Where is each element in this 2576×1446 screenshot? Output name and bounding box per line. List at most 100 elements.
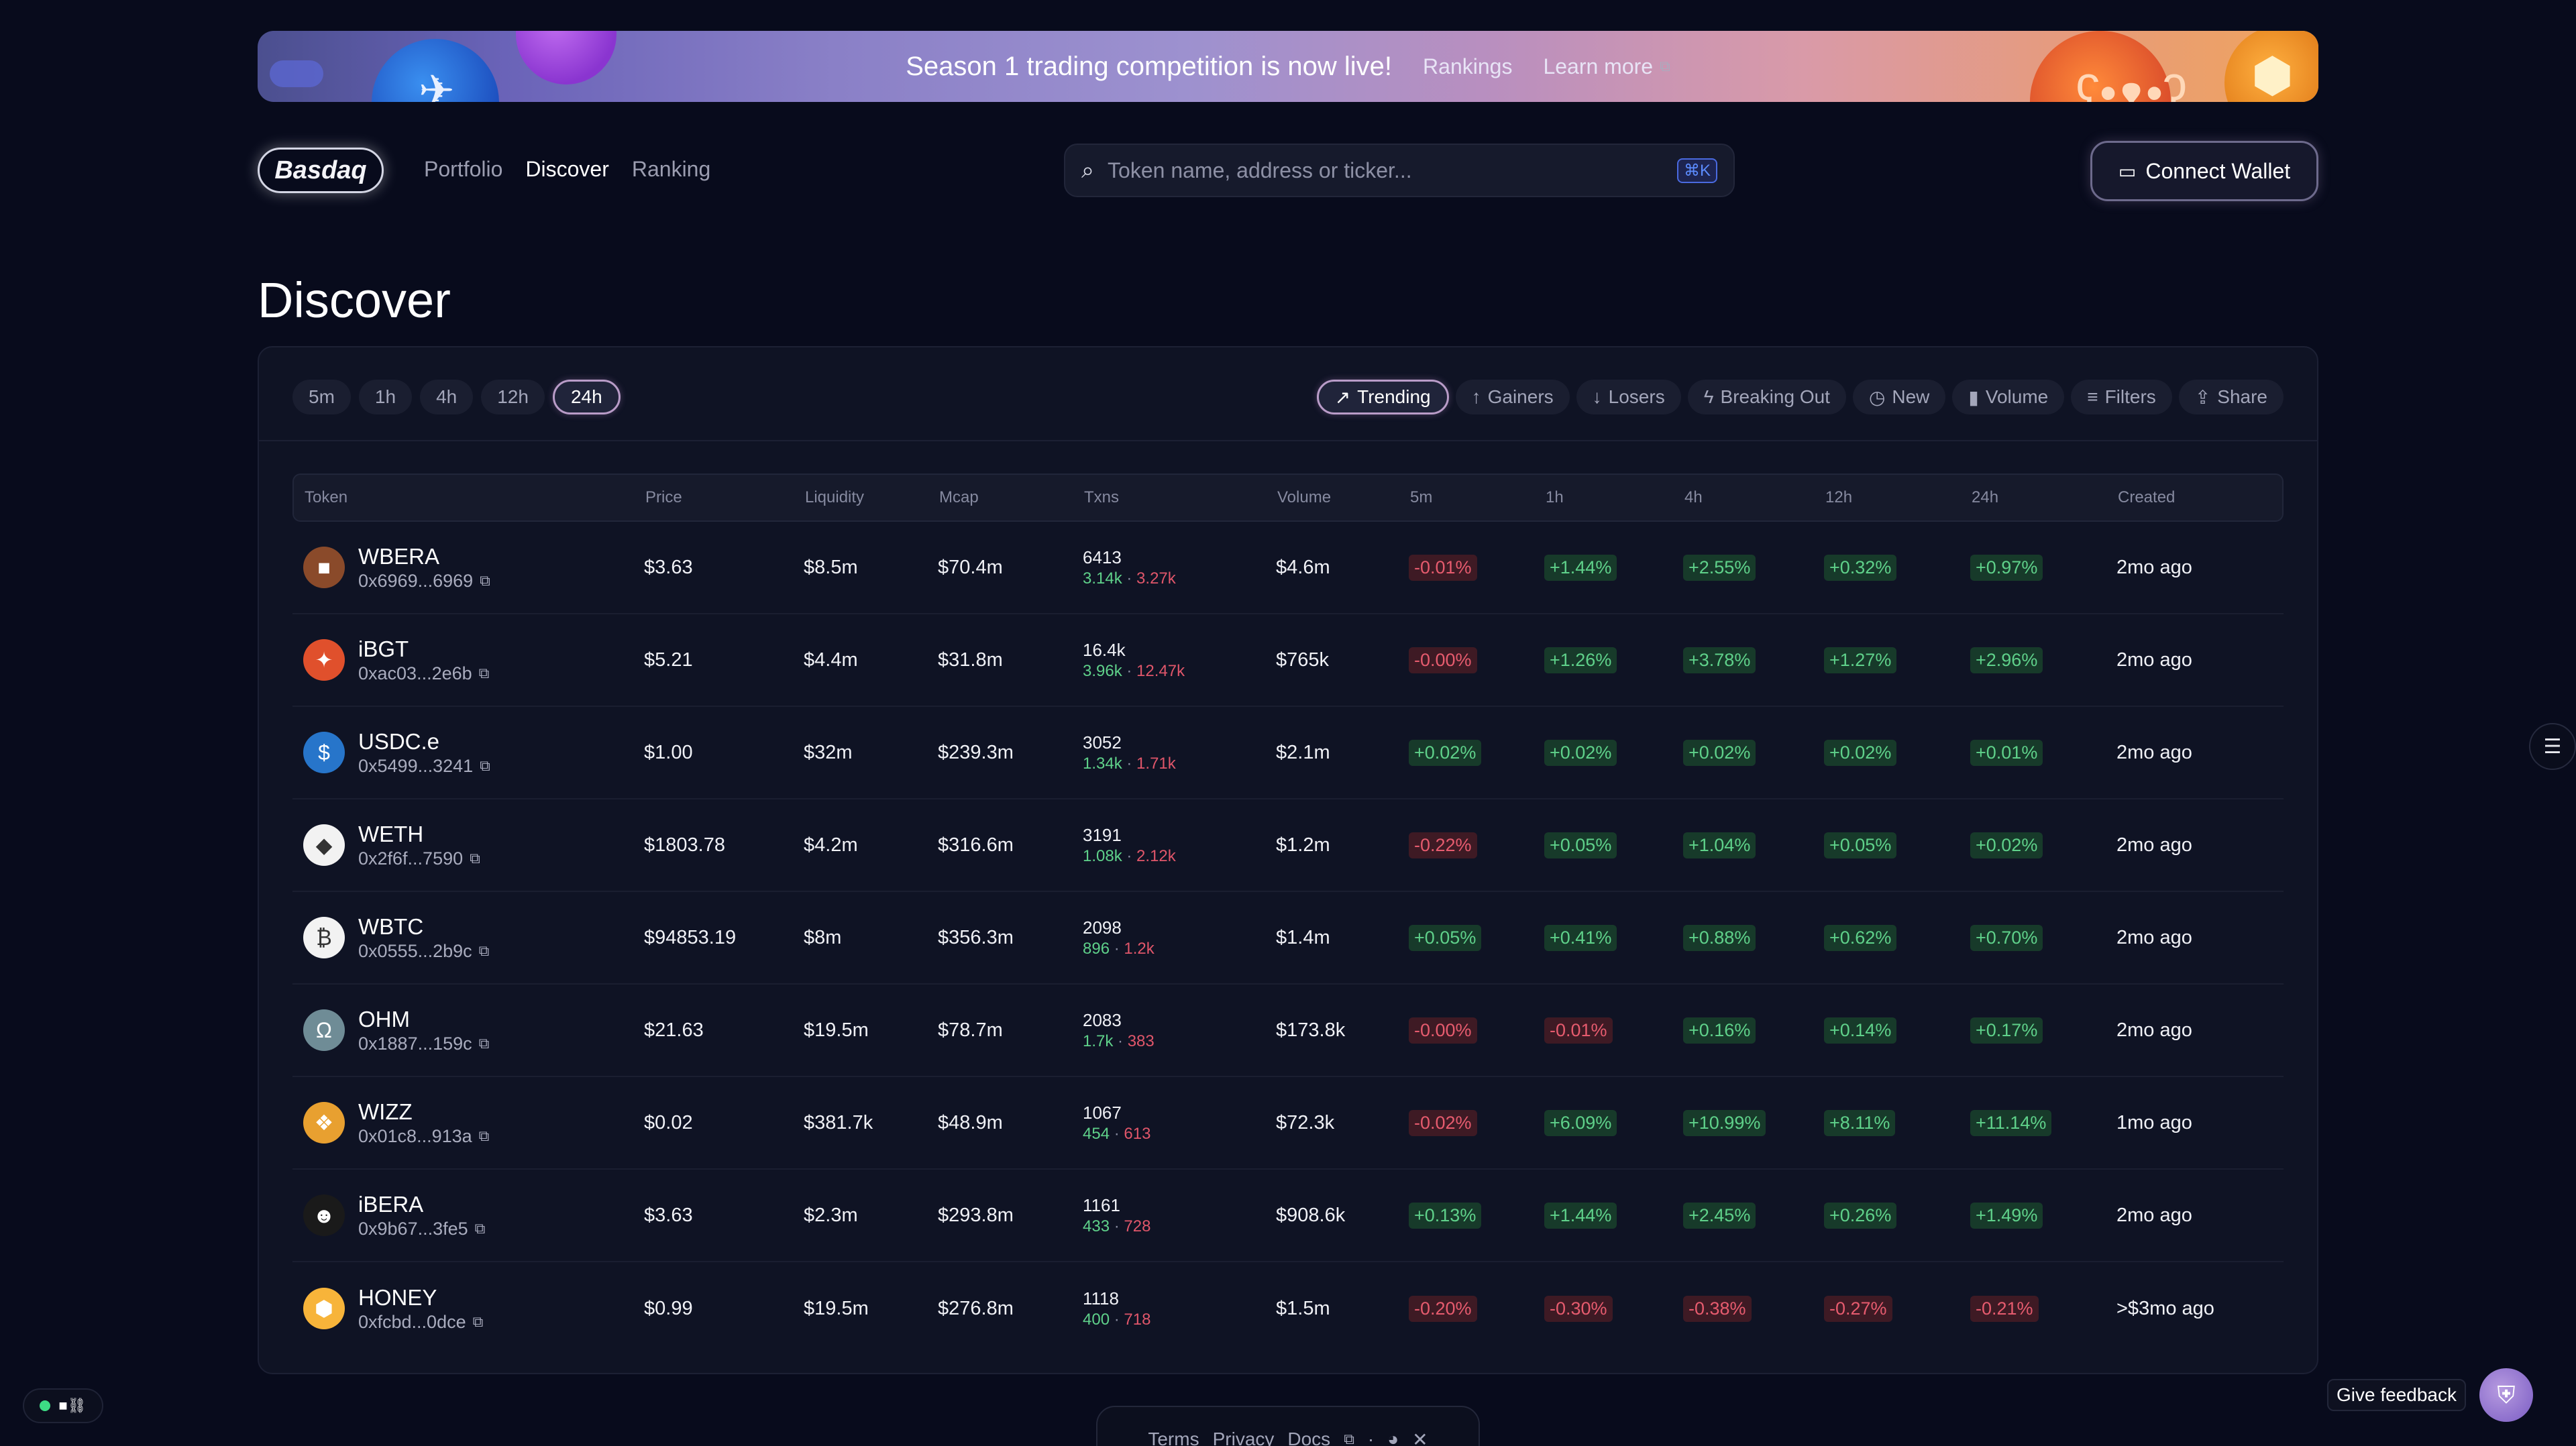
filter-label: Gainers — [1487, 386, 1554, 407]
column-header-5m[interactable]: 5m — [1410, 488, 1433, 506]
txns-cell: 6413 3.14k · 3.27k — [1083, 547, 1276, 588]
filter-new[interactable]: ◷ New — [1852, 380, 1946, 414]
footer-privacy-link[interactable]: Privacy — [1212, 1429, 1275, 1446]
column-header-txns[interactable]: Txns — [1084, 488, 1120, 506]
table-row[interactable]: ⬢ HONEY 0xfcbd...0dce ⧉ $0.99 $19.5m $276.8m 11… — [292, 1262, 2284, 1355]
filter-volume[interactable]: ▮ Volume — [1952, 380, 2065, 414]
change-cell-1h: +0.02% — [1544, 739, 1683, 766]
change-cell-12h: +8.11% — [1824, 1109, 1970, 1136]
created-cell: 2mo ago — [2116, 649, 2192, 671]
column-header-liquidity[interactable]: Liquidity — [805, 488, 865, 506]
token-address-link[interactable]: 0xfcbd...0dce ⧉ — [358, 1312, 483, 1333]
txns-buys: 454 — [1083, 1124, 1110, 1143]
banner-rankings-link[interactable]: Rankings — [1423, 54, 1513, 78]
search-input[interactable] — [1108, 158, 1664, 183]
volume-cell: $765k — [1276, 649, 1330, 671]
token-address-link[interactable]: 0x9b67...3fe5 ⧉ — [358, 1219, 485, 1239]
connect-wallet-button[interactable]: ▭ Connect Wallet — [2090, 141, 2318, 201]
logo[interactable]: Basdaq — [258, 148, 384, 193]
timeframe-1h[interactable]: 1h — [358, 380, 413, 414]
promo-banner[interactable]: ✈ ʕ•ᴥ•ʔ ⬢ Season 1 trading competition i… — [258, 31, 2318, 102]
column-header-volume[interactable]: Volume — [1277, 488, 1332, 506]
side-panel-toggle-icon[interactable]: ☰ — [2529, 723, 2576, 770]
txns-cell: 3052 1.34k · 1.71k — [1083, 732, 1276, 773]
column-header-24h[interactable]: 24h — [1972, 488, 1999, 506]
change-badge: +0.05% — [1824, 832, 1897, 858]
nav-discover[interactable]: Discover — [525, 157, 609, 181]
trending-up-icon: ↗ — [1334, 386, 1351, 408]
filter-label: New — [1892, 386, 1930, 407]
filter-tabs: ↗ Trending ↑ Gainers ↓ Losers ϟ Breaking Out ◷ Ne… — [1316, 380, 2284, 417]
change-cell-5m: -0.22% — [1409, 832, 1544, 858]
txns-buys: 1.08k — [1083, 846, 1122, 865]
token-address-link[interactable]: 0x1887...159c ⧉ — [358, 1034, 489, 1054]
token-address-link[interactable]: 0x6969...6969 ⧉ — [358, 571, 490, 592]
footer-docs-link[interactable]: Docs — [1287, 1429, 1331, 1446]
timeframe-4h[interactable]: 4h — [420, 380, 474, 414]
token-address-link[interactable]: 0x0555...2b9c ⧉ — [358, 941, 489, 962]
filter-share[interactable]: ⇪ Share — [2178, 380, 2284, 414]
column-header-mcap[interactable]: Mcap — [939, 488, 979, 506]
token-address-link[interactable]: 0x2f6f...7590 ⧉ — [358, 848, 480, 869]
token-address: 0x01c8...913a — [358, 1125, 472, 1146]
token-address-link[interactable]: 0x01c8...913a ⧉ — [358, 1126, 489, 1147]
change-cell-1h: -0.30% — [1544, 1295, 1683, 1322]
filter-breaking-out[interactable]: ϟ Breaking Out — [1687, 380, 1846, 414]
txns-total: 3052 — [1083, 732, 1122, 753]
token-info: WIZZ 0x01c8...913a ⧉ — [358, 1099, 489, 1147]
give-feedback-label[interactable]: Give feedback — [2327, 1379, 2466, 1411]
column-header-4h[interactable]: 4h — [1684, 488, 1703, 506]
change-badge: +2.45% — [1683, 1202, 1756, 1229]
ohm-token-icon: Ω — [303, 1009, 345, 1051]
token-cell: $ USDC.e 0x5499...3241 ⧉ — [292, 729, 644, 777]
column-header-price[interactable]: Price — [645, 488, 682, 506]
external-link-icon: ⧉ — [1660, 58, 1670, 74]
table-row[interactable]: $ USDC.e 0x5499...3241 ⧉ $1.00 $32m $239.3m 305… — [292, 707, 2284, 799]
timeframe-12h[interactable]: 12h — [481, 380, 545, 414]
column-header-created[interactable]: Created — [2118, 488, 2176, 506]
txns-separator: · — [1122, 846, 1137, 865]
created-cell: 2mo ago — [2116, 834, 2192, 856]
token-name: USDC.e — [358, 728, 440, 754]
txns-buys: 1.34k — [1083, 754, 1122, 773]
column-header-token[interactable]: Token — [305, 488, 348, 506]
filter-filters[interactable]: ≡ Filters — [2071, 380, 2172, 414]
search-bar[interactable]: ⌕ ⌘K — [1064, 144, 1735, 197]
x-icon[interactable]: ✕ — [1412, 1429, 1428, 1446]
discord-icon[interactable]: ◕ — [1387, 1429, 1399, 1446]
banner-token-icon — [516, 31, 616, 85]
mcap-cell: $78.7m — [938, 1019, 1003, 1041]
txns-sells: 728 — [1124, 1217, 1151, 1235]
table-row[interactable]: ☻ iBERA 0x9b67...3fe5 ⧉ $3.63 $2.3m $293.8m 116… — [292, 1170, 2284, 1262]
token-address-link[interactable]: 0xac03...2e6b ⧉ — [358, 663, 489, 684]
filter-losers[interactable]: ↓ Losers — [1576, 380, 1681, 414]
feedback-shield-icon[interactable]: ⛨ — [2479, 1368, 2533, 1422]
table-row[interactable]: Ω OHM 0x1887...159c ⧉ $21.63 $19.5m $78.7m 2083… — [292, 985, 2284, 1077]
table-row[interactable]: ✦ iBGT 0xac03...2e6b ⧉ $5.21 $4.4m $31.8m 16.4k… — [292, 614, 2284, 707]
banner-learn-more-label: Learn more — [1543, 54, 1654, 78]
column-header-12h[interactable]: 12h — [1825, 488, 1853, 506]
column-header-1h[interactable]: 1h — [1546, 488, 1564, 506]
token-address-link[interactable]: 0x5499...3241 ⧉ — [358, 756, 490, 777]
table-row[interactable]: ₿ WBTC 0x0555...2b9c ⧉ $94853.19 $8m $356.3m 20… — [292, 892, 2284, 985]
table-row[interactable]: ❖ WIZZ 0x01c8...913a ⧉ $0.02 $381.7k $48.9m 106… — [292, 1077, 2284, 1170]
txns-split: 454 · 613 — [1083, 1125, 1276, 1144]
token-name: WIZZ — [358, 1099, 413, 1124]
table-row[interactable]: ■ WBERA 0x6969...6969 ⧉ $3.63 $8.5m $70.4m 6413… — [292, 522, 2284, 614]
timeframe-5m[interactable]: 5m — [292, 380, 351, 414]
filter-gainers[interactable]: ↑ Gainers — [1455, 380, 1570, 414]
nav-ranking[interactable]: Ranking — [631, 157, 711, 181]
external-link-icon: ⧉ — [470, 850, 480, 867]
filter-trending[interactable]: ↗ Trending — [1316, 380, 1449, 414]
change-badge: +0.32% — [1824, 554, 1897, 581]
change-badge: +0.16% — [1683, 1017, 1756, 1044]
status-indicator[interactable]: ■⛓ — [23, 1388, 103, 1423]
change-badge: +3.78% — [1683, 647, 1756, 673]
banner-learn-more-link[interactable]: Learn more ⧉ — [1543, 54, 1670, 79]
table-row[interactable]: ◆ WETH 0x2f6f...7590 ⧉ $1803.78 $4.2m $316.6m 3… — [292, 799, 2284, 892]
footer-terms-link[interactable]: Terms — [1148, 1429, 1199, 1446]
txns-cell: 1161 433 · 728 — [1083, 1195, 1276, 1236]
timeframe-24h[interactable]: 24h — [552, 380, 621, 414]
volume-cell: $1.4m — [1276, 926, 1330, 948]
nav-portfolio[interactable]: Portfolio — [424, 157, 503, 181]
